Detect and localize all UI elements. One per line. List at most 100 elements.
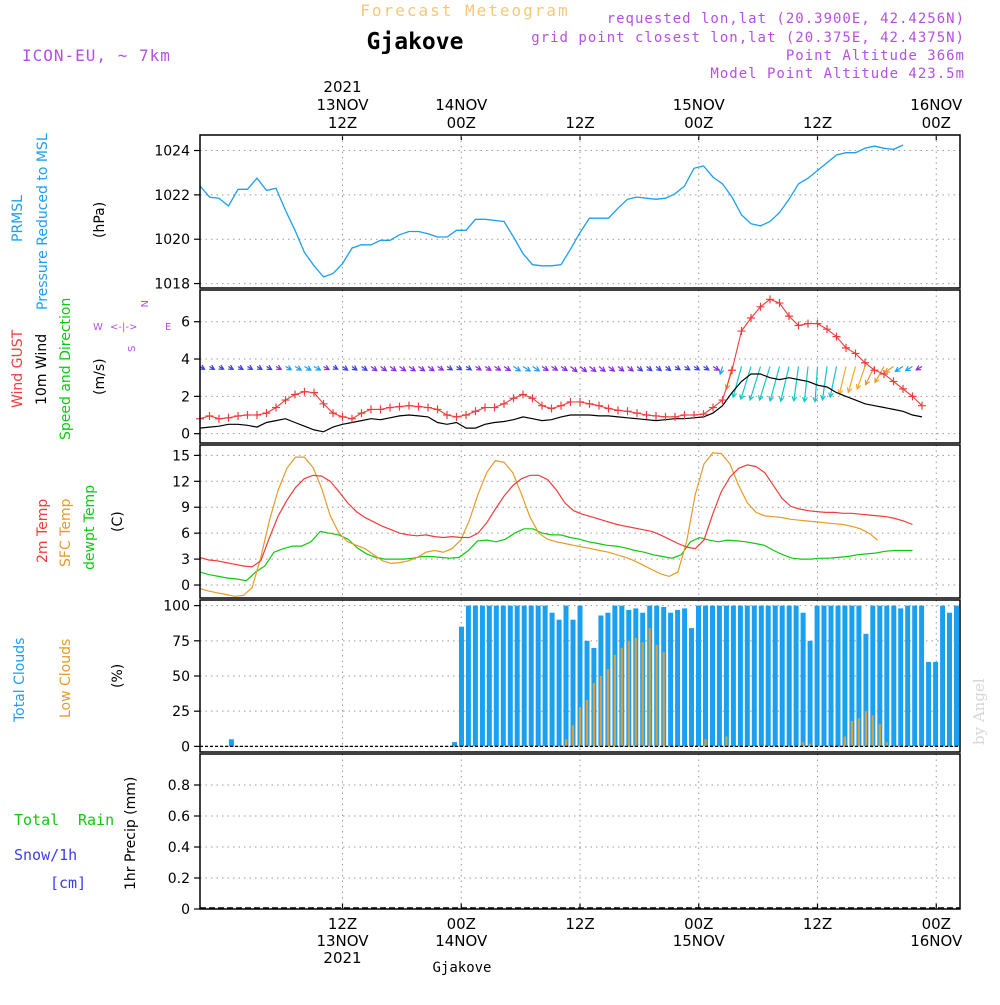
wind-arrow (408, 366, 417, 372)
y-tick-label: 3 (181, 552, 190, 568)
wind-arrow (475, 365, 483, 371)
y-tick-label: 0.4 (168, 840, 190, 856)
gust-marker (215, 414, 223, 423)
gust-marker (747, 313, 755, 322)
total-cloud-bar (479, 605, 485, 747)
wind-arrow (801, 366, 809, 403)
gust-marker (414, 402, 423, 411)
low-cloud-bar (662, 652, 665, 747)
total-cloud-bar (884, 605, 890, 747)
wind-arrow (199, 364, 206, 370)
wind-arrow (237, 364, 244, 371)
wind-arrow (503, 365, 512, 372)
total-cloud-bar (849, 605, 855, 747)
low-cloud-bar (578, 707, 582, 747)
precip-label: 1hr Precip (mm) Total Rain Snow/1h [cm] (14, 777, 139, 892)
wind-arrow (627, 366, 634, 372)
credit-watermark: by Angel (970, 678, 988, 745)
gust-marker (205, 411, 214, 420)
top-time-label: 00Z (684, 114, 713, 132)
top-time-label: 00Z (922, 114, 951, 132)
temp-unit: (C) (110, 511, 126, 532)
pressure-line (199, 144, 904, 278)
wind-arrow (446, 365, 454, 371)
wind-arrow (247, 364, 254, 371)
gust-marker (509, 394, 518, 403)
bottom-time-label: 2021 (323, 949, 361, 967)
gust-marker (775, 299, 784, 308)
total-cloud-bar (689, 628, 694, 747)
wind-arrow (218, 364, 225, 370)
low-cloud-bar (802, 742, 805, 747)
bottom-time-label: 12Z (803, 915, 832, 933)
gust-marker (680, 411, 689, 420)
total-cloud-bar (716, 605, 722, 747)
gust-marker (319, 399, 328, 408)
bottom-time-label: 16NOV (910, 932, 963, 950)
wind-arrow (560, 365, 569, 372)
wind-arrow (427, 365, 435, 372)
low-cloud-bar (641, 642, 644, 747)
top-time-label: 00Z (447, 114, 476, 132)
gust-marker (652, 411, 660, 420)
low-cloud-bar (704, 739, 707, 747)
wind-arrow (712, 365, 720, 371)
gust-marker (357, 409, 366, 418)
wind-arrow (389, 365, 397, 372)
bottom-time-label: 13NOV (316, 932, 369, 950)
total-cloud-bar (751, 605, 757, 747)
wind-label-gust: Wind GUST (10, 329, 26, 408)
wind-arrow (437, 365, 445, 371)
top-time-label: 2021 (323, 78, 361, 96)
wind-arrow (399, 366, 407, 372)
low-cloud-bar (725, 736, 728, 747)
wind-arrow (791, 366, 800, 403)
super-title: Forecast Meteogram (360, 1, 569, 20)
y-tick-label: 1018 (154, 277, 190, 293)
pressure-label-msl: Pressure Reduced to MSL (35, 133, 51, 310)
wind-arrow (418, 366, 426, 372)
y-tick-label: 6 (181, 315, 190, 331)
low-cloud-bar (864, 711, 867, 747)
low-cloud-bar (648, 628, 651, 747)
gust-marker (576, 397, 584, 406)
total-cloud-bar (563, 605, 569, 747)
total-cloud-bar (954, 605, 959, 747)
location-title: Gjakove (367, 29, 464, 55)
y-tick-label: 12 (172, 474, 190, 490)
y-tick-label: 2 (181, 389, 190, 405)
top-time-label: 12Z (328, 114, 357, 132)
wind-arrow (915, 365, 923, 371)
gust-marker (889, 377, 898, 386)
gust-marker (500, 399, 508, 408)
clouds-ticks: 0 25 50 75 100 (163, 599, 200, 755)
wind-arrow (484, 365, 492, 371)
precip-legend-cm: [cm] (50, 874, 86, 892)
y-tick-label: 4 (181, 352, 190, 368)
wind-arrow (351, 365, 358, 371)
total-cloud-bar (710, 605, 715, 747)
total-cloud-bar (535, 605, 541, 747)
wind-unit: (m/s) (92, 358, 108, 395)
wind-arrow (456, 365, 463, 371)
wind-arrow (541, 365, 550, 372)
wind-arrow (617, 366, 625, 372)
wind-arrow (894, 365, 904, 372)
precip-legend-total: Total (14, 811, 59, 829)
pressure-panel: 1018 1020 1022 1024 PRMSL Pressure Reduced … (10, 133, 961, 310)
gust-marker (490, 403, 499, 412)
low-cloud-bar (843, 736, 846, 747)
gust-marker (367, 405, 375, 414)
pressure-frame (199, 134, 961, 289)
gust-marker (585, 399, 594, 408)
low-cloud-bar (606, 669, 609, 747)
wind-arrow (266, 364, 273, 371)
total-cloud-bar (556, 619, 562, 747)
wind-arrow (718, 366, 725, 376)
compass-arrow: <-|-> (110, 322, 137, 333)
wind-arrow (904, 365, 913, 372)
total-cloud-bar (870, 605, 876, 747)
gust-marker (595, 401, 603, 410)
